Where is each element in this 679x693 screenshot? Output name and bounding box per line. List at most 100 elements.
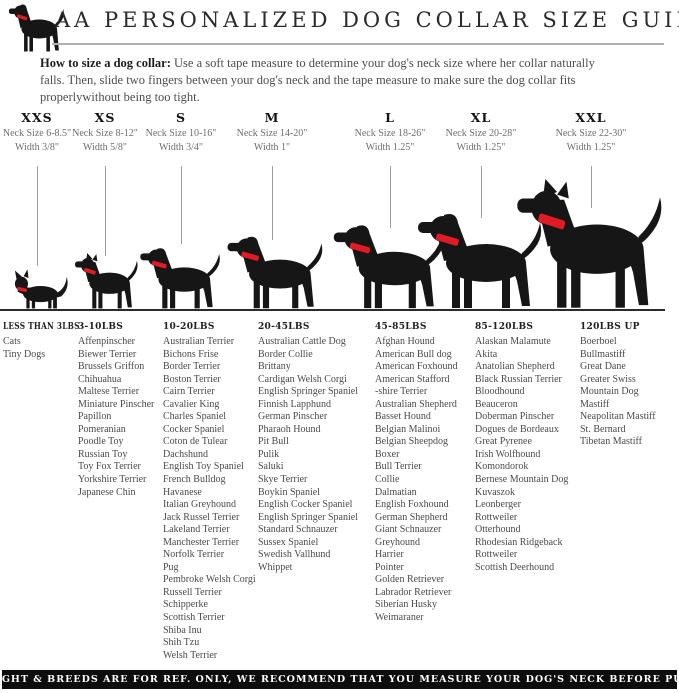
breed-item: Scottish Terrier: [163, 612, 225, 624]
breed-item: Shiba Inu: [163, 624, 202, 636]
breed-item: Pit Bull: [258, 436, 289, 448]
breed-item: Brussels Griffon: [78, 361, 145, 373]
breed-item: Boykin Spaniel: [258, 486, 320, 498]
breed-item: Saluki: [258, 461, 284, 473]
breed-col-120lbs-up: 120LBS UP Boerboel Bullmastiff Great Dane G…: [580, 322, 678, 449]
breed-item: Neapolitan Mastiff: [580, 411, 656, 423]
guide-line-xl: [481, 166, 482, 218]
breed-item: Golden Retriever: [375, 574, 445, 586]
breed-col-header: 120LBS UP: [580, 322, 640, 332]
breed-list: Australian Cattle Dog Border Collie Britta…: [258, 336, 376, 574]
breed-item: Anatolian Shepherd: [475, 361, 555, 373]
breed-item: Bichons Frise: [163, 348, 219, 360]
breed-item: American Bull dog: [375, 348, 452, 360]
instructions-lead: How to size a dog collar:: [40, 56, 171, 70]
dog-silhouette-m-icon: [227, 236, 323, 309]
size-neck: Neck Size 10-16": [145, 128, 217, 139]
breed-item: Bloodhound: [475, 386, 525, 398]
breed-col-20-45lbs: 20-45LBS Australian Cattle Dog Border Col…: [258, 322, 376, 574]
dog-silhouette-xxl-icon: [517, 179, 662, 308]
disclaimer-text: DOG WEIGHT & BREEDS ARE FOR REF. ONLY, W…: [0, 674, 679, 685]
page-title: AA PERSONALIZED DOG COLLAR SIZE GUIDE: [55, 8, 679, 32]
breed-item: Russell Terrier: [163, 586, 222, 598]
size-label: XS: [94, 110, 116, 125]
instructions-body: Use a soft tape measure to determine you…: [40, 56, 595, 104]
breed-item: Pembroke Welsh Corgi: [163, 574, 256, 586]
guide-line-l: [390, 166, 391, 228]
breed-item: Basset Hound: [375, 411, 431, 423]
breed-item: Italian Greyhound: [163, 499, 237, 511]
breed-item: Skye Terrier: [258, 474, 308, 486]
breed-item: Miniature Pinscher: [78, 398, 155, 410]
size-label: M: [264, 110, 280, 125]
breed-item: Belgian Sheepdog: [375, 436, 449, 448]
breed-item: Boxer: [375, 448, 400, 460]
breed-item: Welsh Terrier: [163, 649, 218, 661]
breed-item: Finnish Lapphund: [258, 398, 332, 410]
breed-item: American Stafford: [375, 373, 450, 385]
breed-item: Dogues de Bordeaux: [475, 423, 559, 435]
breed-item: Affenpinscher: [78, 336, 136, 347]
disclaimer-bar: DOG WEIGHT & BREEDS ARE FOR REF. ONLY, W…: [0, 670, 679, 689]
size-col-xl: XL Neck Size 20-28" Width 1.25": [433, 110, 529, 154]
breed-item: English Springer Spaniel: [258, 386, 358, 398]
breed-col-header: 3-10LBS: [78, 322, 124, 332]
breed-col-45-85lbs: 45-85LBS Afghan Hound American Bull dog Am…: [375, 322, 475, 625]
size-width: Width 1.25": [566, 141, 616, 153]
size-neck: Neck Size 8-12": [72, 128, 138, 139]
dog-silhouette-s-icon: [140, 248, 220, 309]
breed-item: Brittany: [258, 361, 291, 373]
breed-list: Alaskan Malamute Akita Anatolian Shepherd B…: [475, 336, 581, 574]
breed-item: German Shepherd: [375, 511, 448, 523]
breed-list: Affenpinscher Biewer Terrier Brussels Grif…: [78, 336, 164, 499]
breed-item: Black Russian Terrier: [475, 373, 562, 385]
breed-col-header: 10-20LBS: [163, 322, 215, 332]
breed-item: Australian Terrier: [163, 336, 235, 347]
breed-item: Chihuahua: [78, 373, 122, 385]
size-width: Width 3/4": [159, 141, 203, 153]
sizing-instructions: How to size a dog collar: Use a soft tap…: [40, 55, 598, 106]
breed-item: Tibetan Mastiff: [580, 436, 642, 448]
breed-list: Australian Terrier Bichons Frise Border Te…: [163, 336, 259, 662]
breed-item: Manchester Terrier: [163, 536, 240, 548]
breed-item: Maltese Terrier: [78, 386, 140, 398]
breed-item: Mountain Dog: [580, 386, 639, 398]
breed-item: Lakeland Terrier: [163, 524, 230, 536]
breed-item: Biewer Terrier: [78, 348, 137, 360]
size-label: XXL: [575, 110, 607, 125]
guide-line-xs: [105, 166, 106, 256]
breed-item: Pharaoh Hound: [258, 423, 321, 435]
breed-item: Afghan Hound: [375, 336, 435, 347]
breed-col-header: 45-85LBS: [375, 322, 427, 332]
breed-item: Mastiff: [580, 398, 610, 410]
breed-item: Papillon: [78, 411, 112, 423]
breed-item: English Toy Spaniel: [163, 461, 244, 473]
breed-item: Siberian Husky: [375, 599, 437, 611]
size-label: XL: [470, 110, 492, 125]
size-neck: Neck Size 18-26": [354, 128, 426, 139]
breed-item: Sussex Spaniel: [258, 536, 319, 548]
size-width: Width 3/8": [15, 141, 59, 153]
breed-col-less-than-3lbs: LESS THAN 3LBS Cats Tiny Dogs: [3, 322, 79, 361]
breed-item: Schipperke: [163, 599, 208, 611]
breed-item: Belgian Malinoi: [375, 423, 441, 435]
breed-item: Beauceron: [475, 398, 518, 410]
breed-item: Pug: [163, 561, 179, 573]
breed-item: Rottweiler: [475, 511, 518, 523]
breed-item: Rottweiler: [475, 549, 518, 561]
breed-item: English Foxhound: [375, 499, 449, 511]
breed-item: Doberman Pinscher: [475, 411, 555, 423]
breed-item: Whippet: [258, 561, 293, 573]
breed-item: Bullmastiff: [580, 348, 626, 360]
baseline: [0, 309, 665, 311]
breed-item: Poodle Toy: [78, 436, 124, 448]
size-label: XXS: [21, 110, 53, 125]
breed-list: Afghan Hound American Bull dog American Fo…: [375, 336, 475, 625]
breed-item: Standard Schnauzer: [258, 524, 338, 536]
breed-col-10-20lbs: 10-20LBS Australian Terrier Bichons Frise…: [163, 322, 259, 662]
breed-item: Otterhound: [475, 524, 521, 536]
breed-item: American Foxhound: [375, 361, 458, 373]
breed-item: Irish Wolfhound: [475, 448, 541, 460]
guide-line-m: [272, 166, 273, 240]
